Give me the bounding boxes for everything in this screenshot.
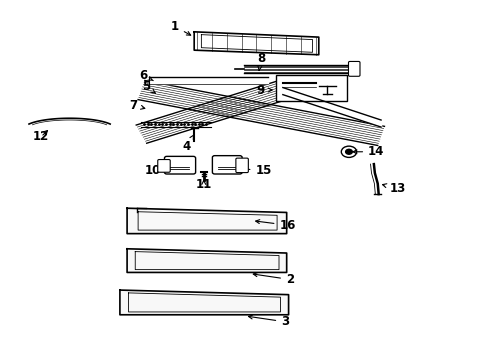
Text: 9: 9 <box>256 84 271 96</box>
FancyBboxPatch shape <box>212 156 242 174</box>
Text: 7: 7 <box>129 99 144 112</box>
Text: 6: 6 <box>140 69 153 82</box>
Text: 13: 13 <box>382 182 405 195</box>
Text: 15: 15 <box>239 164 271 177</box>
Text: 1: 1 <box>171 20 190 35</box>
FancyBboxPatch shape <box>164 156 195 174</box>
Polygon shape <box>127 208 286 234</box>
FancyBboxPatch shape <box>158 159 170 172</box>
Text: 8: 8 <box>257 52 265 71</box>
FancyBboxPatch shape <box>348 62 359 76</box>
Text: 16: 16 <box>255 219 295 231</box>
Text: 4: 4 <box>183 135 193 153</box>
Polygon shape <box>120 290 288 315</box>
Polygon shape <box>127 249 286 273</box>
Text: 3: 3 <box>248 315 289 328</box>
Text: 12: 12 <box>33 130 49 143</box>
Text: 5: 5 <box>142 80 155 93</box>
Text: 14: 14 <box>352 145 384 158</box>
FancyBboxPatch shape <box>235 158 248 172</box>
Bar <box>275 75 346 100</box>
Circle shape <box>345 149 351 154</box>
Polygon shape <box>194 32 318 55</box>
Text: 11: 11 <box>195 178 211 191</box>
Text: 10: 10 <box>144 164 173 177</box>
Text: 2: 2 <box>253 273 293 286</box>
